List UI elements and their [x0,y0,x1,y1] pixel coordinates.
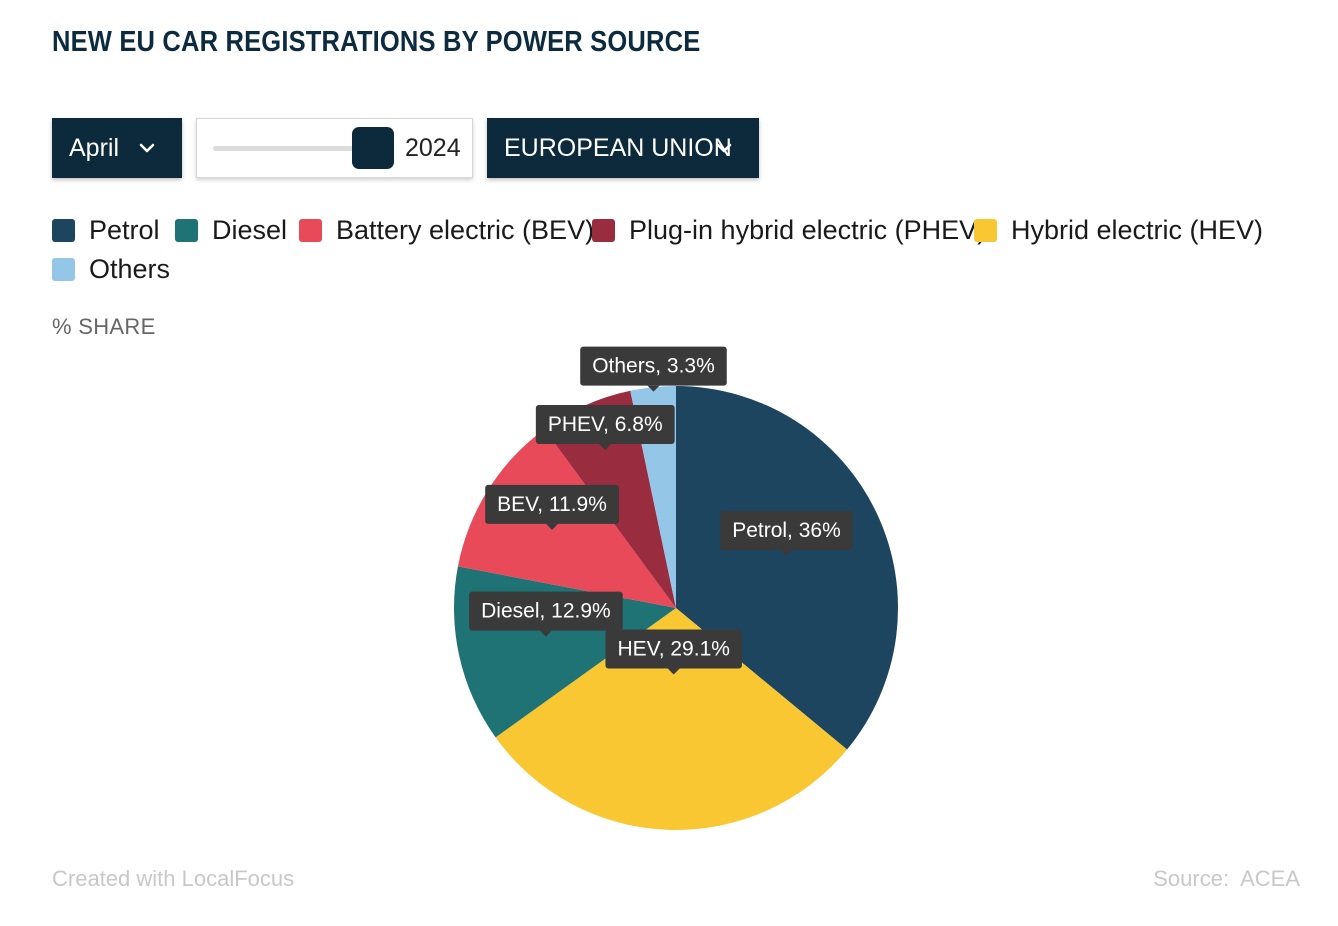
legend-label: Others [89,254,171,284]
legend-swatch [175,219,198,242]
legend-item-diesel[interactable]: Diesel [175,215,287,246]
slice-tooltip: Petrol, 36% [720,511,853,557]
slice-tooltip: PHEV, 6.8% [535,404,675,450]
tooltip-box [535,404,675,444]
region-dropdown-label: EUROPEAN UNION [504,133,732,162]
chevron-down-icon [139,143,155,153]
tooltip-pointer [667,668,680,675]
tooltip-box [469,591,623,631]
legend-swatch [592,219,615,242]
legend-item-petrol[interactable]: Petrol [52,215,160,246]
legend-item-others[interactable]: Others [52,254,170,285]
legend-swatch [52,258,75,281]
pie-slice-hev[interactable] [495,608,848,830]
month-dropdown-label: April [69,133,120,162]
slider-thumb[interactable] [351,127,394,169]
tooltip-pointer [546,523,559,530]
legend-label: Battery electric (BEV) [336,215,595,245]
unit-label: % SHARE [52,314,156,339]
slice-data-label: Diesel, 12.9% [481,600,611,623]
slice-tooltip: BEV, 11.9% [485,484,619,530]
chevron-down-icon [716,143,732,153]
slice-tooltip: Diesel, 12.9% [469,591,623,637]
source-label: Source: ACEA [1153,866,1300,891]
legend-swatch [52,219,75,242]
tooltip-pointer [599,443,612,450]
legend-swatch [974,219,997,242]
tooltip-box [485,484,619,524]
slice-data-label: BEV, 11.9% [497,493,607,516]
slice-data-label: Others, 3.3% [592,355,715,378]
tooltip-pointer [647,385,660,392]
legend-item-phev[interactable]: Plug-in hybrid electric (PHEV) [592,215,986,246]
year-label: 2024 [405,134,461,162]
legend-label: Hybrid electric (HEV) [1011,215,1264,245]
tooltip-pointer [539,630,552,637]
legend-item-bev[interactable]: Battery electric (BEV) [299,215,594,246]
pie-slice-petrol[interactable] [676,386,898,750]
slider-track[interactable] [213,146,363,151]
region-dropdown[interactable]: EUROPEAN UNION [487,118,759,178]
tooltip-box [605,629,742,669]
source-text: Source: ACEA [1153,866,1300,892]
legend-swatch [299,219,322,242]
legend-label: Plug-in hybrid electric (PHEV) [629,215,987,245]
pie-chart: Petrol, 36% HEV, 29.1% Diesel, 12.9% BEV, 1… [454,346,898,830]
slice-tooltip: HEV, 29.1% [605,629,742,675]
slice-tooltip: Others, 3.3% [580,346,727,392]
chart-title: NEW EU CAR REGISTRATIONS BY POWER SOURCE [52,26,701,58]
tooltip-pointer [780,550,793,557]
tooltip-box [720,511,853,551]
legend-label: Petrol [89,215,160,245]
slice-data-label: PHEV, 6.8% [548,413,663,436]
legend-item-hev[interactable]: Hybrid electric (HEV) [974,215,1263,246]
legend-label: Diesel [212,215,288,245]
tooltip-box [580,346,727,386]
credit-text: Created with LocalFocus [52,866,295,891]
slice-data-label: HEV, 29.1% [617,638,729,661]
slice-data-label: Petrol, 36% [732,519,841,542]
year-slider[interactable]: 2024 [196,118,473,178]
month-dropdown[interactable]: April [52,118,182,178]
